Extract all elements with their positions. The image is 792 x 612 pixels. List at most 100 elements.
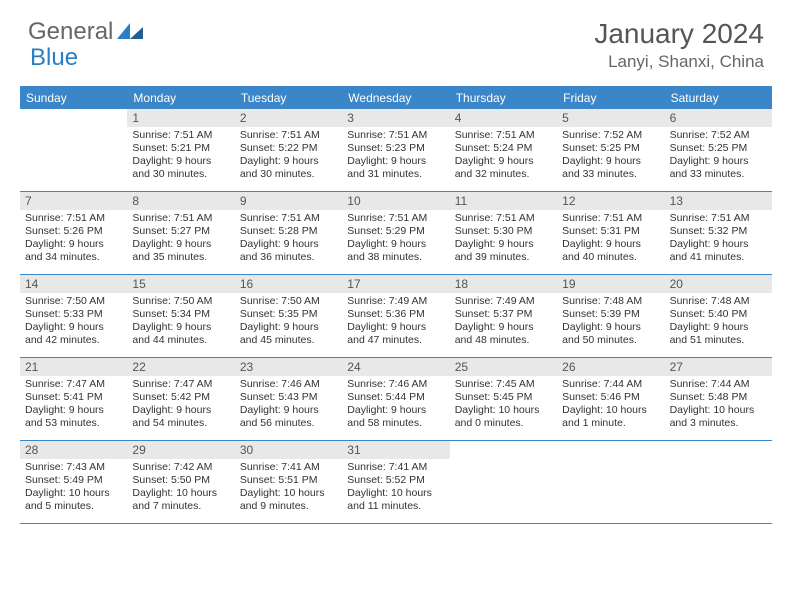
day-number: 23: [235, 358, 342, 376]
day-details: Sunrise: 7:41 AMSunset: 5:51 PMDaylight:…: [235, 459, 342, 518]
day-cell: 15Sunrise: 7:50 AMSunset: 5:34 PMDayligh…: [127, 275, 234, 357]
day-number: 18: [450, 275, 557, 293]
logo-text-1: General: [28, 18, 113, 46]
weekday-header-row: SundayMondayTuesdayWednesdayThursdayFrid…: [20, 87, 772, 109]
empty-cell: [450, 441, 557, 523]
day-cell: 31Sunrise: 7:41 AMSunset: 5:52 PMDayligh…: [342, 441, 449, 523]
location-label: Lanyi, Shanxi, China: [594, 52, 764, 72]
day-number: 19: [557, 275, 664, 293]
day-details: Sunrise: 7:51 AMSunset: 5:26 PMDaylight:…: [20, 210, 127, 269]
logo: General: [28, 18, 143, 46]
day-number: 2: [235, 109, 342, 127]
day-number: 17: [342, 275, 449, 293]
sunset-text: Sunset: 5:42 PM: [132, 391, 229, 404]
day-number: 22: [127, 358, 234, 376]
sunset-text: Sunset: 5:43 PM: [240, 391, 337, 404]
day-cell: 8Sunrise: 7:51 AMSunset: 5:27 PMDaylight…: [127, 192, 234, 274]
day-details: Sunrise: 7:42 AMSunset: 5:50 PMDaylight:…: [127, 459, 234, 518]
sunset-text: Sunset: 5:36 PM: [347, 308, 444, 321]
daylight-text: Daylight: 9 hours and 48 minutes.: [455, 321, 552, 347]
daylight-text: Daylight: 9 hours and 33 minutes.: [670, 155, 767, 181]
day-cell: 17Sunrise: 7:49 AMSunset: 5:36 PMDayligh…: [342, 275, 449, 357]
sunrise-text: Sunrise: 7:42 AM: [132, 461, 229, 474]
daylight-text: Daylight: 9 hours and 58 minutes.: [347, 404, 444, 430]
day-number: 24: [342, 358, 449, 376]
day-details: Sunrise: 7:43 AMSunset: 5:49 PMDaylight:…: [20, 459, 127, 518]
daylight-text: Daylight: 9 hours and 30 minutes.: [240, 155, 337, 181]
daylight-text: Daylight: 9 hours and 36 minutes.: [240, 238, 337, 264]
day-details: Sunrise: 7:51 AMSunset: 5:23 PMDaylight:…: [342, 127, 449, 186]
sunrise-text: Sunrise: 7:51 AM: [562, 212, 659, 225]
day-number: 20: [665, 275, 772, 293]
day-cell: 25Sunrise: 7:45 AMSunset: 5:45 PMDayligh…: [450, 358, 557, 440]
day-details: Sunrise: 7:41 AMSunset: 5:52 PMDaylight:…: [342, 459, 449, 518]
sunrise-text: Sunrise: 7:51 AM: [25, 212, 122, 225]
day-number: 27: [665, 358, 772, 376]
sunset-text: Sunset: 5:40 PM: [670, 308, 767, 321]
sunrise-text: Sunrise: 7:52 AM: [562, 129, 659, 142]
sunset-text: Sunset: 5:27 PM: [132, 225, 229, 238]
day-number: 6: [665, 109, 772, 127]
day-details: Sunrise: 7:50 AMSunset: 5:33 PMDaylight:…: [20, 293, 127, 352]
day-cell: 20Sunrise: 7:48 AMSunset: 5:40 PMDayligh…: [665, 275, 772, 357]
daylight-text: Daylight: 9 hours and 38 minutes.: [347, 238, 444, 264]
sunset-text: Sunset: 5:52 PM: [347, 474, 444, 487]
weekday-header: Saturday: [665, 87, 772, 109]
weekday-header: Wednesday: [342, 87, 449, 109]
sunrise-text: Sunrise: 7:52 AM: [670, 129, 767, 142]
sunrise-text: Sunrise: 7:51 AM: [240, 212, 337, 225]
day-details: Sunrise: 7:47 AMSunset: 5:41 PMDaylight:…: [20, 376, 127, 435]
day-number: 4: [450, 109, 557, 127]
day-number: 25: [450, 358, 557, 376]
calendar-body: 1Sunrise: 7:51 AMSunset: 5:21 PMDaylight…: [20, 109, 772, 524]
day-cell: 1Sunrise: 7:51 AMSunset: 5:21 PMDaylight…: [127, 109, 234, 191]
day-cell: 19Sunrise: 7:48 AMSunset: 5:39 PMDayligh…: [557, 275, 664, 357]
sunset-text: Sunset: 5:50 PM: [132, 474, 229, 487]
sunset-text: Sunset: 5:49 PM: [25, 474, 122, 487]
daylight-text: Daylight: 10 hours and 1 minute.: [562, 404, 659, 430]
day-number: 12: [557, 192, 664, 210]
day-details: Sunrise: 7:46 AMSunset: 5:43 PMDaylight:…: [235, 376, 342, 435]
day-number: 1: [127, 109, 234, 127]
day-number: 16: [235, 275, 342, 293]
daylight-text: Daylight: 10 hours and 9 minutes.: [240, 487, 337, 513]
sunset-text: Sunset: 5:51 PM: [240, 474, 337, 487]
day-cell: 27Sunrise: 7:44 AMSunset: 5:48 PMDayligh…: [665, 358, 772, 440]
sunrise-text: Sunrise: 7:44 AM: [670, 378, 767, 391]
sunrise-text: Sunrise: 7:51 AM: [455, 212, 552, 225]
week-row: 28Sunrise: 7:43 AMSunset: 5:49 PMDayligh…: [20, 441, 772, 524]
day-details: Sunrise: 7:52 AMSunset: 5:25 PMDaylight:…: [665, 127, 772, 186]
day-details: Sunrise: 7:51 AMSunset: 5:24 PMDaylight:…: [450, 127, 557, 186]
sunrise-text: Sunrise: 7:41 AM: [240, 461, 337, 474]
sunrise-text: Sunrise: 7:48 AM: [670, 295, 767, 308]
sunset-text: Sunset: 5:28 PM: [240, 225, 337, 238]
daylight-text: Daylight: 9 hours and 50 minutes.: [562, 321, 659, 347]
day-number: 29: [127, 441, 234, 459]
logo-mark-icon: [117, 18, 143, 46]
day-details: Sunrise: 7:47 AMSunset: 5:42 PMDaylight:…: [127, 376, 234, 435]
empty-cell: [20, 109, 127, 191]
day-cell: 11Sunrise: 7:51 AMSunset: 5:30 PMDayligh…: [450, 192, 557, 274]
sunset-text: Sunset: 5:35 PM: [240, 308, 337, 321]
sunset-text: Sunset: 5:33 PM: [25, 308, 122, 321]
day-number: 5: [557, 109, 664, 127]
daylight-text: Daylight: 9 hours and 54 minutes.: [132, 404, 229, 430]
day-details: Sunrise: 7:51 AMSunset: 5:28 PMDaylight:…: [235, 210, 342, 269]
day-details: Sunrise: 7:51 AMSunset: 5:31 PMDaylight:…: [557, 210, 664, 269]
daylight-text: Daylight: 9 hours and 41 minutes.: [670, 238, 767, 264]
day-cell: 12Sunrise: 7:51 AMSunset: 5:31 PMDayligh…: [557, 192, 664, 274]
day-details: Sunrise: 7:50 AMSunset: 5:35 PMDaylight:…: [235, 293, 342, 352]
sunset-text: Sunset: 5:25 PM: [670, 142, 767, 155]
sunrise-text: Sunrise: 7:46 AM: [240, 378, 337, 391]
daylight-text: Daylight: 9 hours and 31 minutes.: [347, 155, 444, 181]
daylight-text: Daylight: 10 hours and 7 minutes.: [132, 487, 229, 513]
sunset-text: Sunset: 5:29 PM: [347, 225, 444, 238]
day-number: 13: [665, 192, 772, 210]
sunset-text: Sunset: 5:45 PM: [455, 391, 552, 404]
day-cell: 9Sunrise: 7:51 AMSunset: 5:28 PMDaylight…: [235, 192, 342, 274]
sunrise-text: Sunrise: 7:51 AM: [347, 129, 444, 142]
sunset-text: Sunset: 5:41 PM: [25, 391, 122, 404]
title-block: January 2024 Lanyi, Shanxi, China: [594, 18, 764, 72]
day-number: 26: [557, 358, 664, 376]
day-cell: 29Sunrise: 7:42 AMSunset: 5:50 PMDayligh…: [127, 441, 234, 523]
